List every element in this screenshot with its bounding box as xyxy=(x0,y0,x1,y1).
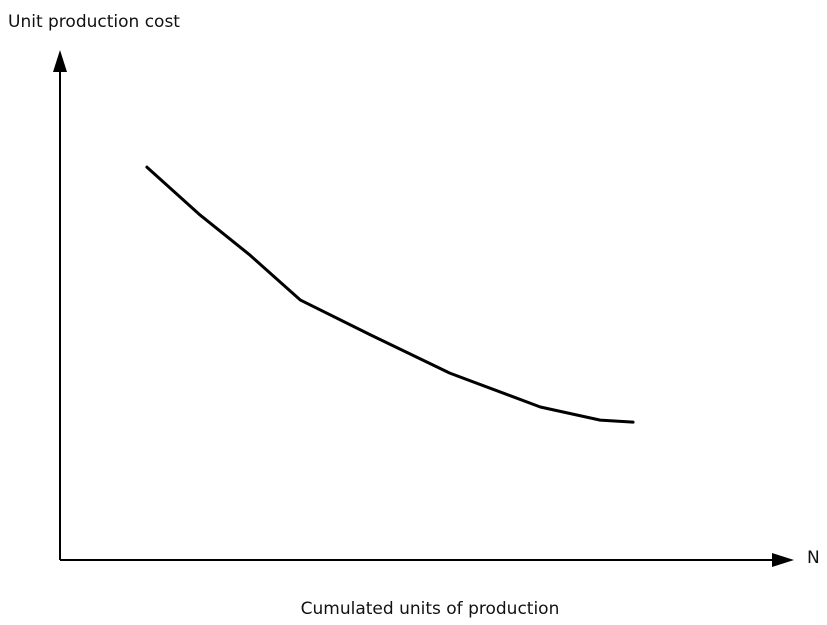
x-axis-end-label: N xyxy=(807,548,820,568)
curve xyxy=(145,165,635,424)
x-axis-label: Cumulated units of production xyxy=(301,599,560,619)
y-axis-label: Unit production cost xyxy=(8,12,180,32)
y-axis-arrow xyxy=(53,50,67,72)
x-axis-arrow xyxy=(772,553,794,567)
